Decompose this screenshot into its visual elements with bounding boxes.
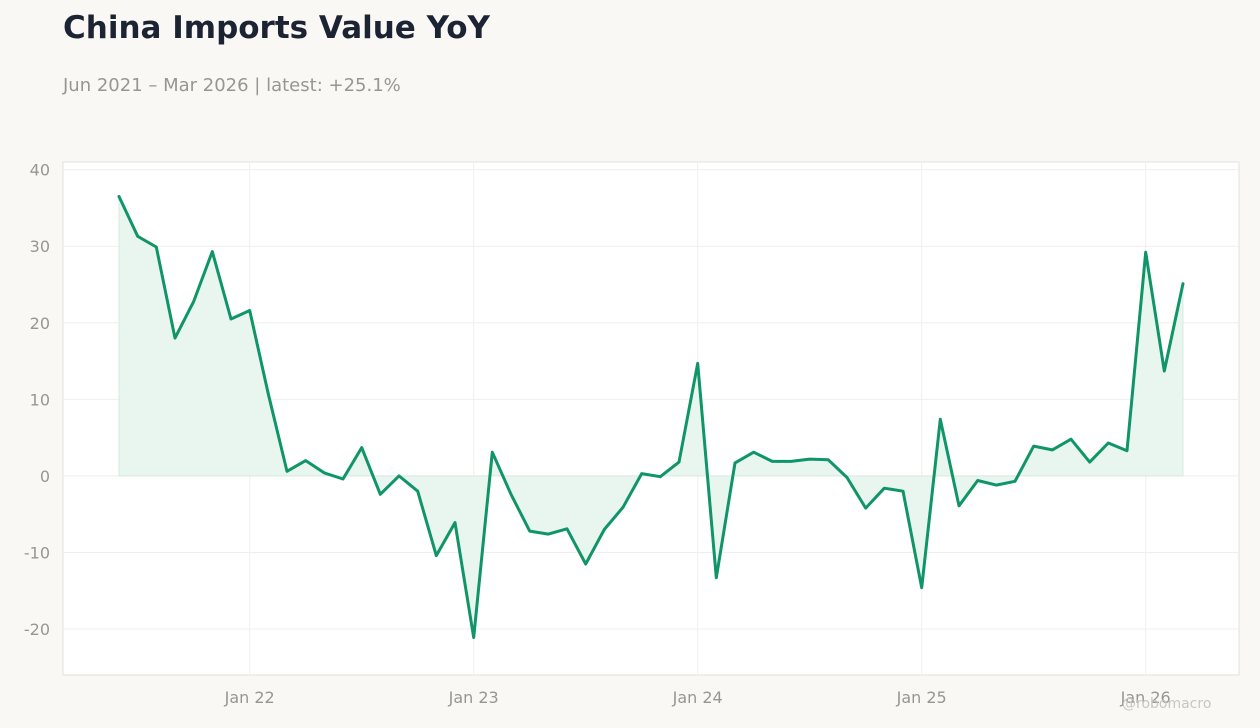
watermark: @robomacro	[1122, 696, 1212, 712]
data-point	[1051, 448, 1054, 452]
data-point	[827, 458, 830, 462]
y-axis-tick-labels: 40 30 20 10 0 -10 -20	[24, 161, 50, 639]
data-point	[229, 317, 233, 321]
data-point	[603, 528, 606, 531]
data-point	[771, 460, 774, 463]
data-point	[752, 450, 755, 454]
data-point	[267, 392, 270, 396]
data-point	[547, 532, 550, 536]
data-point	[621, 506, 625, 509]
data-point	[1013, 480, 1017, 483]
y-tick-label: 0	[40, 467, 50, 486]
y-tick-label: -20	[24, 620, 50, 639]
data-point	[416, 490, 419, 493]
x-tick-label: Jan 24	[672, 688, 723, 707]
data-point	[136, 235, 139, 238]
series-points	[117, 195, 1185, 639]
data-point	[173, 336, 177, 340]
data-point	[360, 446, 363, 449]
y-tick-label: 40	[30, 161, 50, 180]
data-point	[640, 472, 643, 475]
data-point	[715, 576, 718, 579]
data-point	[491, 450, 494, 454]
x-tick-label: Jan 23	[448, 688, 499, 707]
data-point	[435, 554, 438, 557]
data-point	[883, 486, 886, 490]
data-point	[1088, 460, 1091, 464]
y-tick-label: 20	[30, 314, 50, 333]
data-point	[677, 460, 681, 464]
x-axis-tick-labels: Jan 22 Jan 23 Jan 24 Jan 25 Jan 26	[224, 688, 1171, 707]
data-point	[789, 460, 793, 463]
data-point	[696, 362, 699, 365]
series-line	[117, 195, 1185, 639]
data-point	[1107, 441, 1110, 445]
data-point	[304, 459, 307, 462]
data-point	[211, 250, 214, 253]
chart-subtitle: Jun 2021 – Mar 2026 | latest: +25.1%	[63, 75, 401, 96]
data-point	[920, 586, 923, 589]
x-tick-label: Jan 25	[896, 688, 947, 707]
data-point	[509, 493, 513, 496]
x-tick-label: Jan 26	[1120, 688, 1171, 707]
data-point	[1069, 437, 1073, 441]
data-point	[528, 529, 531, 533]
data-point	[939, 418, 942, 421]
data-point	[901, 490, 905, 493]
data-point	[976, 479, 979, 482]
data-point	[1181, 282, 1185, 285]
data-point	[379, 493, 382, 496]
x-tick-label: Jan 22	[224, 688, 275, 707]
data-point	[1144, 251, 1147, 254]
data-point	[453, 521, 457, 524]
y-tick-label: 10	[30, 390, 50, 409]
chart-title: China Imports Value YoY	[63, 10, 490, 46]
data-point	[472, 636, 475, 639]
data-point	[323, 471, 326, 475]
data-point	[192, 300, 195, 303]
data-point	[864, 506, 867, 510]
data-point	[995, 483, 998, 487]
data-point	[285, 470, 289, 473]
data-point	[1032, 444, 1035, 448]
data-point	[117, 195, 121, 198]
data-point	[808, 457, 811, 461]
data-point	[155, 245, 158, 249]
data-point	[584, 562, 587, 566]
data-point	[341, 477, 345, 481]
data-point	[397, 474, 401, 478]
data-point	[1163, 369, 1166, 373]
y-tick-label: 30	[30, 237, 50, 256]
y-tick-label: -10	[24, 543, 50, 562]
data-point	[248, 309, 251, 312]
data-point	[659, 475, 662, 478]
data-point	[565, 527, 569, 530]
data-point	[1125, 449, 1129, 452]
data-point	[733, 461, 737, 465]
data-point	[957, 504, 961, 507]
data-point	[845, 476, 849, 479]
